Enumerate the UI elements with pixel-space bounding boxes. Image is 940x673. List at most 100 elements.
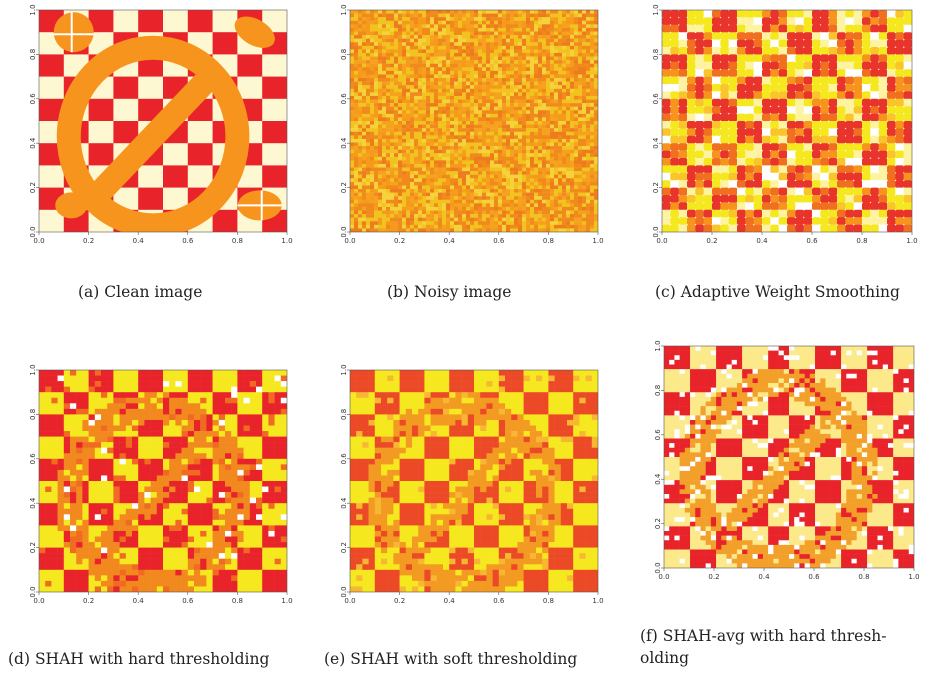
aws-cell — [903, 158, 912, 166]
noise-cell — [510, 124, 515, 129]
noise-cell — [402, 135, 407, 140]
noise-cell — [550, 192, 555, 197]
noise-cell — [522, 113, 527, 118]
noise-cell — [382, 167, 387, 172]
aws-cell — [795, 39, 804, 48]
noise-cell — [538, 38, 543, 43]
noise-cell — [522, 160, 527, 165]
noise-cell — [490, 167, 495, 172]
aws-cell — [687, 84, 696, 92]
noise-cell — [506, 203, 511, 208]
noise-cell — [510, 63, 515, 68]
noise-cell — [470, 35, 475, 39]
noise-cell — [426, 117, 431, 122]
noise-cell — [558, 67, 563, 72]
noise-cell — [410, 146, 415, 150]
noise-cell — [370, 142, 375, 147]
aws-cell — [678, 217, 688, 225]
noise-cell — [466, 178, 471, 183]
noise-cell — [462, 171, 467, 175]
noise-cell — [482, 74, 487, 79]
noise-cell — [578, 24, 583, 29]
noise-cell — [430, 56, 435, 61]
noise-cell — [402, 10, 407, 14]
noise-cell — [354, 146, 359, 150]
noise-cell — [482, 214, 487, 218]
noise-cell — [566, 56, 571, 61]
noise-cell — [570, 31, 575, 36]
aws-cell — [678, 121, 688, 129]
aws-cell — [828, 195, 838, 203]
aws-cell — [662, 172, 671, 181]
noise-cell — [406, 35, 411, 39]
noise-cell — [566, 224, 571, 229]
noise-cell — [358, 221, 363, 226]
noise-cell — [574, 228, 579, 232]
noise-cell — [390, 56, 395, 61]
noise-cell — [402, 128, 407, 132]
aws-cell — [720, 121, 729, 129]
noise-cell — [522, 52, 527, 57]
noise-cell — [514, 124, 519, 129]
noise-cell — [426, 52, 431, 57]
noise-cell — [434, 67, 439, 72]
noise-cell — [570, 99, 575, 104]
noise-cell — [490, 149, 495, 154]
noise-cell — [462, 142, 467, 147]
noise-cell — [478, 67, 483, 72]
noise-cell — [458, 103, 463, 107]
noise-cell — [454, 124, 459, 129]
noise-cell — [458, 228, 463, 232]
noise-cell — [410, 121, 415, 125]
aws-cell — [762, 10, 771, 18]
noise-cell — [522, 60, 527, 64]
noise-cell — [406, 163, 411, 168]
noise-cell — [350, 103, 355, 107]
x-tick-label: 0.0 — [656, 237, 667, 245]
noise-cell — [470, 63, 475, 68]
noise-cell — [590, 42, 595, 47]
noise-cell — [578, 221, 583, 226]
noise-cell — [366, 70, 371, 75]
noise-cell — [586, 38, 591, 43]
noise-cell — [434, 56, 439, 61]
noise-cell — [422, 45, 427, 50]
noise-cell — [402, 117, 407, 122]
noise-cell — [590, 171, 595, 175]
checker-cell — [262, 54, 287, 77]
noise-cell — [594, 135, 598, 140]
noise-cell — [570, 199, 575, 204]
noise-cell — [450, 35, 455, 39]
noise-cell — [486, 153, 491, 158]
aws-cell — [903, 91, 912, 100]
noise-cell — [422, 95, 427, 100]
noise-cell — [554, 99, 559, 104]
noise-cell — [518, 189, 523, 193]
aws-cell — [728, 150, 738, 159]
noise-cell — [366, 203, 371, 208]
aws-cell — [662, 10, 671, 18]
noise-cell — [382, 163, 387, 168]
noise-cell — [526, 146, 531, 150]
noise-cell — [514, 42, 519, 47]
checker-cell — [212, 10, 238, 33]
noise-cell — [378, 178, 383, 183]
noise-cell — [582, 153, 587, 158]
aws-cell — [712, 143, 721, 151]
noise-cell — [498, 189, 503, 193]
noise-cell — [366, 135, 371, 140]
aws-cell — [820, 54, 829, 63]
noise-cell — [558, 45, 563, 50]
noise-cell — [434, 63, 439, 68]
noise-cell — [546, 142, 551, 147]
aws-cell — [862, 202, 871, 211]
noise-cell — [434, 81, 439, 86]
noise-cell — [482, 142, 487, 147]
noise-cell — [578, 224, 583, 229]
noise-cell — [494, 224, 499, 229]
noise-cell — [374, 135, 379, 140]
noise-cell — [442, 171, 447, 175]
noise-cell — [518, 113, 523, 118]
aws-cell — [870, 128, 879, 137]
noise-cell — [386, 60, 391, 64]
